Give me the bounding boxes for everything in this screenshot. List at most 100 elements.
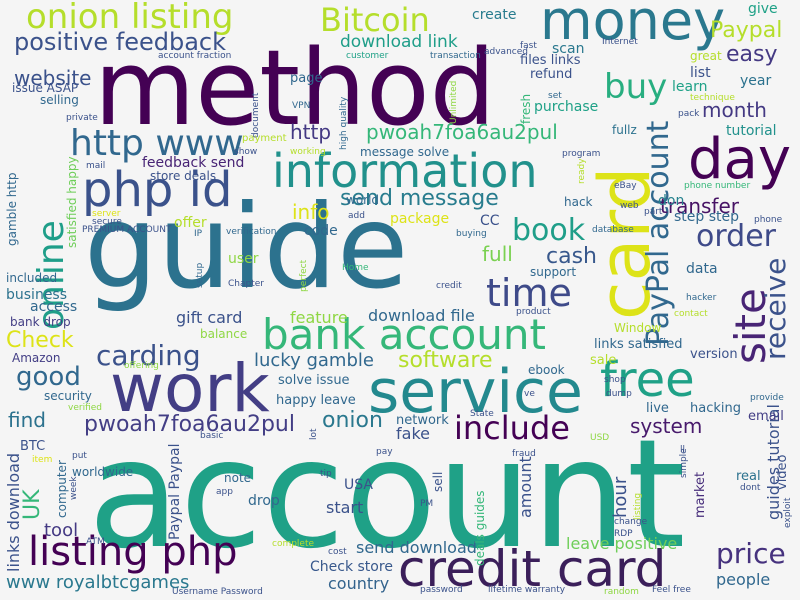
cloud-word: software [398, 348, 493, 373]
cloud-word: item [32, 455, 53, 465]
cloud-word: links download [4, 452, 23, 572]
cloud-word: part [644, 207, 663, 217]
cloud-word: dump [606, 389, 632, 399]
cloud-word: hack [564, 195, 593, 209]
cloud-word: IP [194, 229, 203, 239]
cloud-word: www royalbtcgames [6, 572, 190, 593]
cloud-word: VPN [292, 101, 311, 111]
cloud-word: package [390, 211, 450, 227]
cloud-word: bank account [262, 310, 547, 359]
cloud-word: people [716, 570, 771, 589]
cloud-word: cost [328, 547, 347, 557]
cloud-word: links satisfied [594, 337, 683, 352]
cloud-word: give [748, 1, 778, 17]
cloud-word: eBay [614, 181, 637, 191]
cloud-word: contact [674, 309, 708, 319]
cloud-word: Feel free [652, 585, 691, 595]
cloud-word: dont [740, 483, 761, 493]
cloud-word: amount [516, 456, 535, 518]
cloud-word: information [272, 144, 538, 198]
cloud-word: lucky gamble [254, 350, 374, 371]
cloud-word: real [736, 469, 761, 484]
cloud-word: note [224, 471, 252, 485]
cloud-word: high quality [339, 96, 349, 150]
cloud-word: feedback send [142, 155, 245, 171]
cloud-word: Internet [602, 37, 638, 47]
cloud-word: show [234, 147, 258, 157]
cloud-word: files links [520, 53, 581, 68]
cloud-word: phone number [684, 181, 751, 191]
cloud-word: method [94, 27, 496, 149]
cloud-word: server [92, 209, 121, 219]
cloud-word: http www [70, 123, 244, 164]
cloud-word: positive feedback [14, 28, 227, 56]
cloud-word: business [6, 287, 68, 303]
cloud-word: bank drop [10, 315, 71, 329]
cloud-word: support [530, 265, 577, 279]
cloud-word: CC [480, 213, 500, 229]
cloud-word: payment [242, 133, 287, 144]
cloud-word: info [292, 200, 330, 224]
cloud-word: http [290, 120, 332, 144]
cloud-word: exploit [783, 497, 793, 528]
cloud-word: account [88, 408, 686, 582]
cloud-word: onion listing [26, 0, 234, 37]
cloud-word: random [604, 587, 639, 597]
cloud-word: Check store [310, 559, 393, 575]
cloud-word: access [30, 299, 78, 315]
cloud-word: drop [248, 493, 280, 509]
cloud-word: balance [200, 327, 248, 341]
cloud-word: gamble http [5, 172, 19, 246]
cloud-word: day [688, 127, 792, 192]
cloud-word: fast [520, 41, 537, 51]
cloud-word: ebook [528, 363, 565, 377]
cloud-word: phone [754, 215, 783, 225]
cloud-word: listing php [28, 529, 238, 575]
cloud-word: PayPal account [641, 120, 676, 346]
cloud-word: working [290, 147, 326, 157]
cloud-word: security [44, 389, 92, 403]
cloud-word: Chapter [228, 279, 264, 289]
cloud-word: easy [726, 42, 778, 67]
cloud-word: gift card [176, 308, 243, 327]
cloud-word: PM [420, 499, 434, 509]
cloud-word: USA [344, 477, 373, 493]
cloud-word: store deals [150, 169, 217, 183]
cloud-word: sale [590, 353, 617, 368]
cloud-word: lifetime warranty [488, 585, 566, 595]
cloud-word: computer [55, 460, 69, 518]
cloud-word: user [228, 251, 259, 267]
cloud-word: service [368, 357, 583, 427]
cloud-word: document [251, 92, 261, 138]
cloud-word: send message [340, 186, 499, 211]
cloud-word: php id [82, 162, 233, 218]
cloud-word: lot [309, 428, 319, 440]
cloud-word: price [716, 537, 786, 570]
cloud-word: system [630, 414, 703, 438]
cloud-word: password [420, 585, 463, 595]
cloud-word: website [14, 66, 92, 90]
cloud-word: pwoah7foa6au2pul [84, 412, 295, 437]
cloud-word: week [69, 476, 79, 500]
cloud-word: product [516, 307, 551, 317]
cloud-word: email [748, 409, 784, 424]
cloud-word: cash [546, 244, 597, 269]
cloud-word: ll [680, 445, 686, 455]
cloud-word: Amazon [12, 351, 61, 365]
cloud-word: buy [604, 67, 668, 107]
cloud-word: UK [20, 489, 45, 520]
cloud-word: country [328, 574, 390, 593]
cloud-word: world [346, 193, 380, 207]
cloud-word: Unlimited [449, 80, 459, 124]
cloud-word: customer [346, 51, 389, 61]
cloud-word: hacking [690, 401, 741, 416]
cloud-word: web [620, 201, 639, 211]
cloud-word: send download [356, 538, 477, 557]
cloud-word: free [600, 352, 695, 408]
cloud-word: credit [436, 281, 462, 291]
cloud-word: shop [604, 375, 626, 385]
cloud-word: fresh [519, 93, 533, 124]
cloud-word: book [512, 213, 586, 248]
cloud-word: PREMIUM ACCOUNT [82, 225, 172, 235]
cloud-word: purchase [534, 99, 599, 115]
